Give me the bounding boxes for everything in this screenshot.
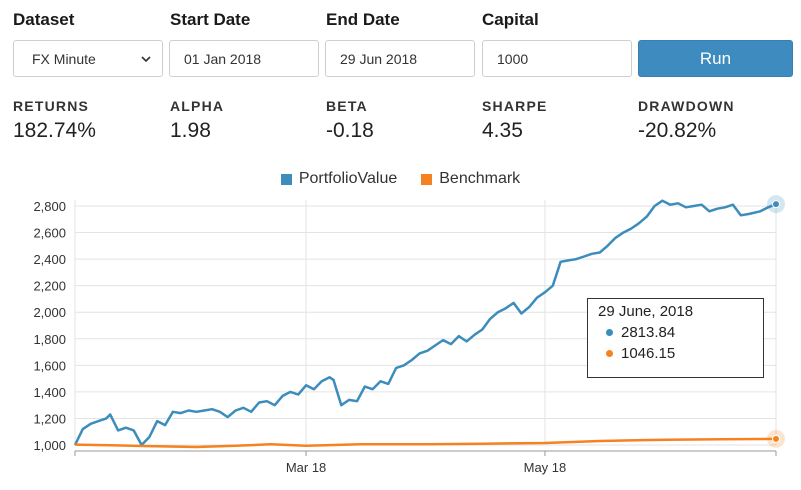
hover-point xyxy=(772,434,780,443)
returns-value: 182.74% xyxy=(13,119,96,142)
dataset-label: Dataset xyxy=(13,10,75,29)
alpha-label: ALPHA xyxy=(170,98,225,114)
portfolio-chart[interactable]: 1,000 1,200 1,400 1,600 1,800 2,000 2,200 2,400… xyxy=(0,190,801,490)
alpha-value: 1.98 xyxy=(170,119,211,142)
x-tick-label: May 18 xyxy=(524,460,567,475)
end-date-label: End Date xyxy=(326,10,400,29)
dataset-select[interactable]: FX Minute xyxy=(13,40,163,77)
chart-legend: PortfolioValue Benchmark xyxy=(0,170,801,188)
run-button[interactable]: Run xyxy=(638,40,793,77)
legend-swatch-benchmark xyxy=(421,173,433,185)
y-tick-label: 1,200 xyxy=(33,411,66,426)
capital-input[interactable]: 1000 xyxy=(482,40,632,77)
y-tick-label: 2,600 xyxy=(33,226,66,241)
returns-label: RETURNS xyxy=(13,98,90,114)
legend-item-portfolio[interactable]: PortfolioValue xyxy=(280,170,398,188)
series-line-benchmark xyxy=(74,437,777,449)
y-tick-label: 1,400 xyxy=(33,385,66,400)
y-tick-label: 2,400 xyxy=(33,252,66,267)
tooltip-benchmark-value: 1046.15 xyxy=(621,345,676,362)
y-tick-label: 2,200 xyxy=(33,279,66,294)
y-tick-label: 1,600 xyxy=(33,358,66,373)
sharpe-value: 4.35 xyxy=(482,119,523,142)
chevron-down-icon xyxy=(141,55,151,62)
capital-label: Capital xyxy=(482,10,539,29)
end-date-input[interactable]: 29 Jun 2018 xyxy=(325,40,475,77)
y-tick-label: 2,800 xyxy=(33,199,66,214)
capital-value: 1000 xyxy=(497,50,529,67)
y-tick-label: 1,000 xyxy=(33,438,66,453)
tooltip-portfolio-value: 2813.84 xyxy=(621,324,676,341)
beta-label: BETA xyxy=(326,98,368,114)
drawdown-value: -20.82% xyxy=(638,119,717,142)
tooltip-row-benchmark: 1046.15 xyxy=(598,345,753,362)
legend-item-benchmark[interactable]: Benchmark xyxy=(421,170,520,188)
tooltip-date: 29 June, 2018 xyxy=(598,303,694,320)
legend-label-portfolio: PortfolioValue xyxy=(298,170,398,187)
tooltip-dot-portfolio xyxy=(606,329,613,336)
tooltip-row-portfolio: 2813.84 xyxy=(598,324,753,341)
dataset-value: FX Minute xyxy=(32,50,96,67)
legend-label-benchmark: Benchmark xyxy=(439,170,521,187)
x-tick-label: Mar 18 xyxy=(286,460,326,475)
legend-swatch-portfolio xyxy=(280,173,292,185)
sharpe-label: SHARPE xyxy=(482,98,548,114)
start-date-value: 01 Jan 2018 xyxy=(184,50,262,67)
chart-tooltip: 29 June, 2018 2813.84 1046.15 xyxy=(587,298,764,378)
series-line-portfolio xyxy=(73,199,777,447)
tooltip-dot-benchmark xyxy=(606,350,613,357)
drawdown-label: DRAWDOWN xyxy=(638,98,735,114)
y-tick-label: 1,800 xyxy=(33,332,66,347)
start-date-input[interactable]: 01 Jan 2018 xyxy=(169,40,319,77)
beta-value: -0.18 xyxy=(326,119,374,142)
start-date-label: Start Date xyxy=(170,10,251,29)
y-tick-label: 2,000 xyxy=(33,305,66,320)
end-date-value: 29 Jun 2018 xyxy=(340,50,418,67)
hover-point xyxy=(772,200,780,209)
